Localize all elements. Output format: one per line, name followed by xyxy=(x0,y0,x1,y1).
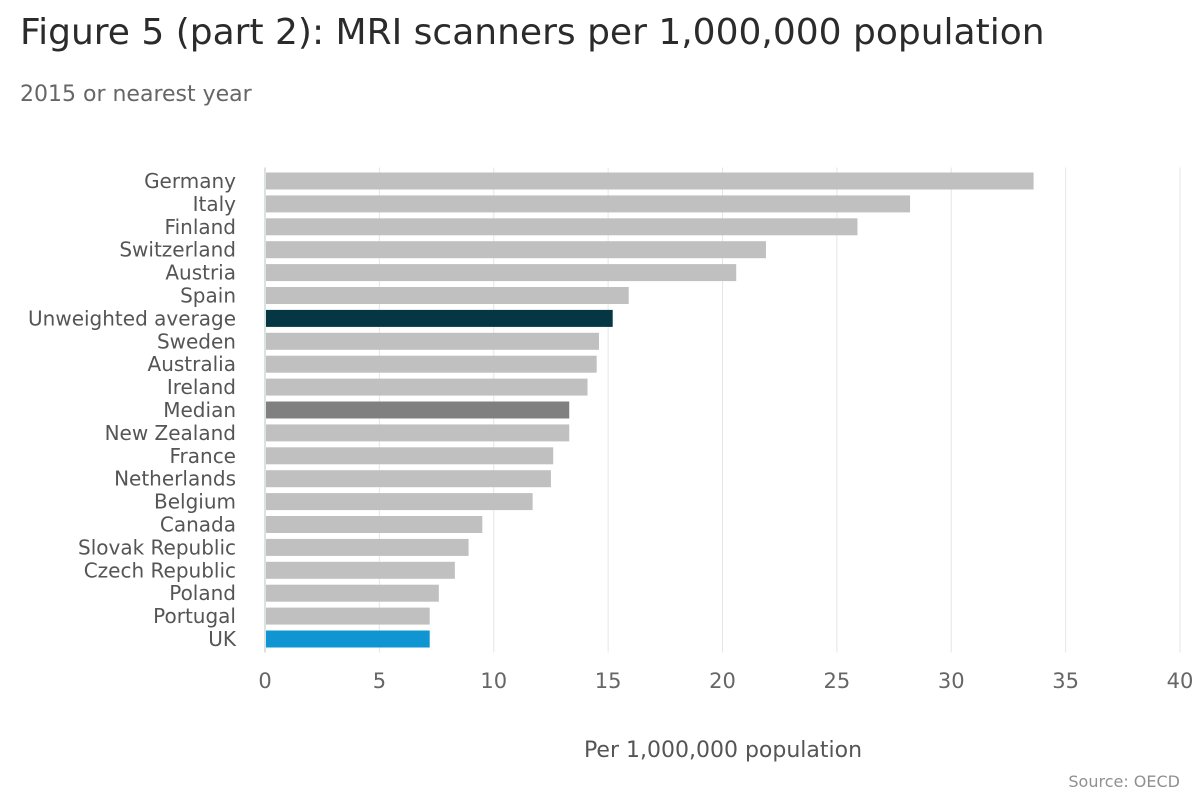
bar-germany[interactable] xyxy=(266,172,1034,190)
chart-title: Figure 5 (part 2): MRI scanners per 1,00… xyxy=(20,12,1045,53)
category-label-austria: Austria xyxy=(165,261,236,285)
x-tick-label: 20 xyxy=(709,669,736,693)
category-label-switzerland: Switzerland xyxy=(119,238,236,262)
bar-sweden[interactable] xyxy=(266,332,599,350)
category-label-france: France xyxy=(169,444,236,468)
bar-finland[interactable] xyxy=(266,218,858,236)
chart-subtitle: 2015 or nearest year xyxy=(20,82,252,107)
x-tick-label: 35 xyxy=(1052,669,1079,693)
x-axis-tick-labels: 0 5 10 15 20 25 30 35 40 xyxy=(258,669,1193,693)
bar-netherlands[interactable] xyxy=(266,470,551,488)
bar-slovak-republic[interactable] xyxy=(266,538,469,556)
bar-switzerland[interactable] xyxy=(266,241,766,259)
bar-poland[interactable] xyxy=(266,584,439,602)
category-label-sweden: Sweden xyxy=(157,329,236,353)
x-tick-label: 30 xyxy=(938,669,965,693)
category-label-netherlands: Netherlands xyxy=(114,467,236,491)
category-labels: GermanyItalyFinlandSwitzerlandAustriaSpa… xyxy=(28,169,237,651)
category-label-portugal: Portugal xyxy=(153,604,236,628)
source-note: Source: OECD xyxy=(1068,772,1180,791)
bar-france[interactable] xyxy=(266,447,554,465)
x-tick-label: 15 xyxy=(595,669,622,693)
bar-median[interactable] xyxy=(266,401,570,419)
bar-australia[interactable] xyxy=(266,355,597,373)
category-label-australia: Australia xyxy=(148,352,236,376)
bar-portugal[interactable] xyxy=(266,607,430,625)
x-tick-label: 0 xyxy=(258,669,271,693)
category-label-czech-republic: Czech Republic xyxy=(84,558,236,582)
category-label-canada: Canada xyxy=(160,513,236,537)
bar-ireland[interactable] xyxy=(266,378,588,396)
x-axis-label: Per 1,000,000 population xyxy=(584,738,862,763)
category-label-median: Median xyxy=(163,398,236,422)
bar-czech-republic[interactable] xyxy=(266,561,455,579)
bar-unweighted-average[interactable] xyxy=(266,309,613,327)
category-label-slovak-republic: Slovak Republic xyxy=(78,535,236,559)
category-label-italy: Italy xyxy=(193,192,237,216)
x-tick-label: 25 xyxy=(824,669,851,693)
category-label-poland: Poland xyxy=(169,581,236,605)
bar-italy[interactable] xyxy=(266,195,911,213)
category-label-uk: UK xyxy=(208,627,237,651)
category-label-belgium: Belgium xyxy=(154,490,236,514)
category-label-ireland: Ireland xyxy=(167,375,236,399)
category-label-new-zealand: New Zealand xyxy=(105,421,236,445)
bar-new-zealand[interactable] xyxy=(266,424,570,442)
bar-austria[interactable] xyxy=(266,264,737,282)
bar-uk[interactable] xyxy=(266,630,430,648)
x-tick-label: 40 xyxy=(1167,669,1194,693)
x-tick-label: 5 xyxy=(373,669,386,693)
category-label-germany: Germany xyxy=(144,169,236,193)
bar-spain[interactable] xyxy=(266,287,629,304)
bar-belgium[interactable] xyxy=(266,493,533,511)
category-label-finland: Finland xyxy=(165,215,236,239)
category-label-unweighted-average: Unweighted average xyxy=(28,306,236,330)
x-tick-label: 10 xyxy=(480,669,507,693)
bars xyxy=(266,172,1034,648)
category-label-spain: Spain xyxy=(180,284,236,308)
bar-canada[interactable] xyxy=(266,516,483,533)
